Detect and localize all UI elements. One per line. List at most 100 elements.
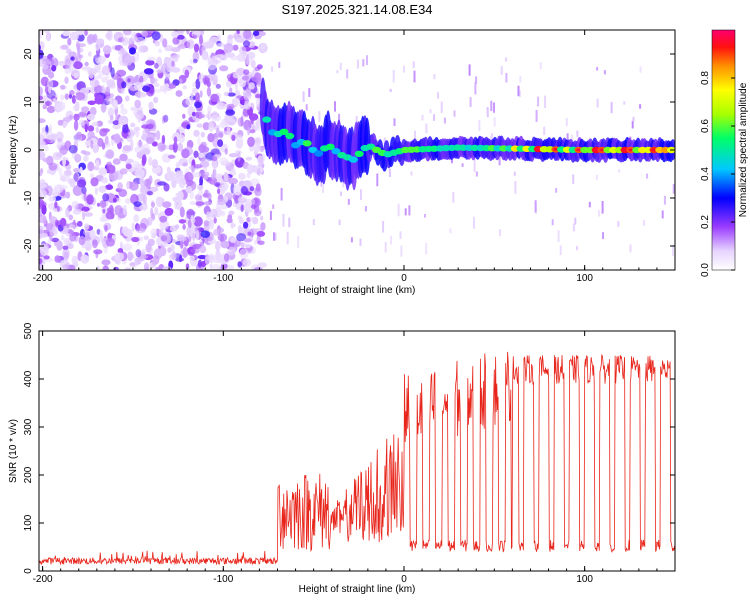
noise-blob — [151, 31, 161, 41]
noise-blob — [46, 105, 56, 114]
faint-streak — [539, 62, 542, 70]
noise-blob — [138, 236, 144, 242]
noise-blob — [57, 119, 64, 126]
faint-streak — [537, 96, 540, 107]
noise-blob — [42, 216, 47, 225]
noise-blob — [185, 179, 194, 186]
noise-blob — [95, 43, 99, 48]
noise-blob — [239, 248, 249, 259]
faint-streak — [450, 158, 453, 164]
noise-blob — [216, 198, 226, 206]
noise-blob — [122, 145, 132, 152]
faint-streak — [452, 192, 455, 203]
faint-streak — [596, 67, 599, 71]
colorbar-ticks: 0.0 0.2 0.4 0.6 0.8 — [700, 71, 735, 277]
faint-streak — [596, 98, 599, 108]
noise-blob — [236, 134, 244, 146]
noise-blob — [176, 197, 182, 204]
noise-blob — [46, 169, 52, 174]
noise-blob — [39, 189, 48, 199]
faint-streak — [601, 201, 604, 214]
noise-blob — [143, 178, 151, 186]
noise-blob — [112, 158, 121, 165]
noise-blob — [134, 99, 141, 109]
faint-streak — [286, 231, 289, 245]
noise-blob — [133, 201, 142, 208]
noise-blob — [170, 47, 181, 53]
noise-blob — [39, 118, 46, 124]
noise-blob — [195, 78, 201, 90]
noise-blob — [229, 87, 233, 93]
noise-blob — [129, 47, 136, 55]
noise-blob — [138, 254, 149, 259]
noise-blob — [39, 198, 45, 209]
noise-blob — [95, 38, 105, 45]
noise-blob — [83, 212, 93, 217]
noise-blob — [60, 84, 66, 90]
noise-blob — [133, 214, 140, 223]
noise-blob — [151, 260, 158, 266]
faint-streak — [566, 133, 569, 144]
noise-blob — [163, 86, 168, 94]
noise-blob — [106, 164, 116, 174]
noise-blob — [64, 58, 71, 70]
faint-streak — [399, 231, 402, 239]
noise-blob — [233, 184, 242, 196]
ridge-peak — [576, 148, 582, 152]
noise-blob — [102, 45, 112, 55]
faint-streak — [473, 159, 476, 172]
noise-blob — [221, 160, 232, 166]
noise-blob — [65, 169, 72, 176]
noise-blob — [77, 112, 88, 118]
noise-blob — [184, 171, 194, 183]
noise-blob — [189, 255, 195, 261]
noise-blob — [182, 113, 186, 119]
noise-blob — [253, 239, 258, 245]
noise-blob — [86, 113, 95, 121]
ridge-peak — [535, 147, 542, 151]
faint-streak — [631, 120, 634, 129]
noise-blob — [253, 266, 263, 270]
noise-blob — [93, 85, 103, 94]
colorbar: 0.0 0.2 0.4 0.6 0.8 Normalized spectral ampl… — [700, 29, 749, 277]
noise-blob — [148, 101, 154, 110]
noise-blob — [48, 196, 56, 202]
noise-blob — [137, 89, 141, 99]
noise-blob — [198, 144, 207, 153]
noise-blob — [84, 30, 88, 36]
faint-streak — [342, 180, 345, 188]
colorbar-tick-label: 0.0 — [700, 263, 711, 277]
noise-blob — [80, 254, 90, 264]
noise-blob — [175, 90, 183, 97]
faint-streak — [312, 219, 315, 226]
noise-blob — [39, 131, 49, 139]
figure-title: S197.2025.321.14.08.E34 — [281, 2, 432, 17]
noise-blob — [197, 136, 201, 146]
noise-blob — [192, 232, 196, 242]
noise-blob — [140, 176, 144, 188]
noise-blob — [240, 241, 245, 249]
noise-blob — [90, 177, 99, 187]
noise-blob — [150, 76, 156, 85]
faint-streak — [400, 245, 403, 257]
noise-blob — [195, 111, 200, 119]
noise-blob — [133, 126, 141, 132]
noise-blob — [87, 51, 92, 57]
noise-blob — [51, 65, 57, 72]
noise-blob — [200, 230, 211, 238]
faint-streak — [595, 174, 598, 180]
noise-blob — [203, 201, 212, 206]
noise-blob — [137, 45, 144, 54]
noise-blob — [177, 142, 184, 152]
noise-blob — [92, 239, 98, 249]
noise-blob — [237, 261, 242, 268]
noise-blob — [249, 129, 256, 134]
noise-blob — [186, 39, 195, 49]
x-tick-label: 100 — [576, 574, 593, 585]
noise-blob — [87, 100, 96, 106]
ridge-core — [285, 132, 295, 140]
noise-blob — [195, 201, 205, 207]
noise-blob — [89, 229, 96, 239]
noise-blob — [39, 225, 46, 230]
